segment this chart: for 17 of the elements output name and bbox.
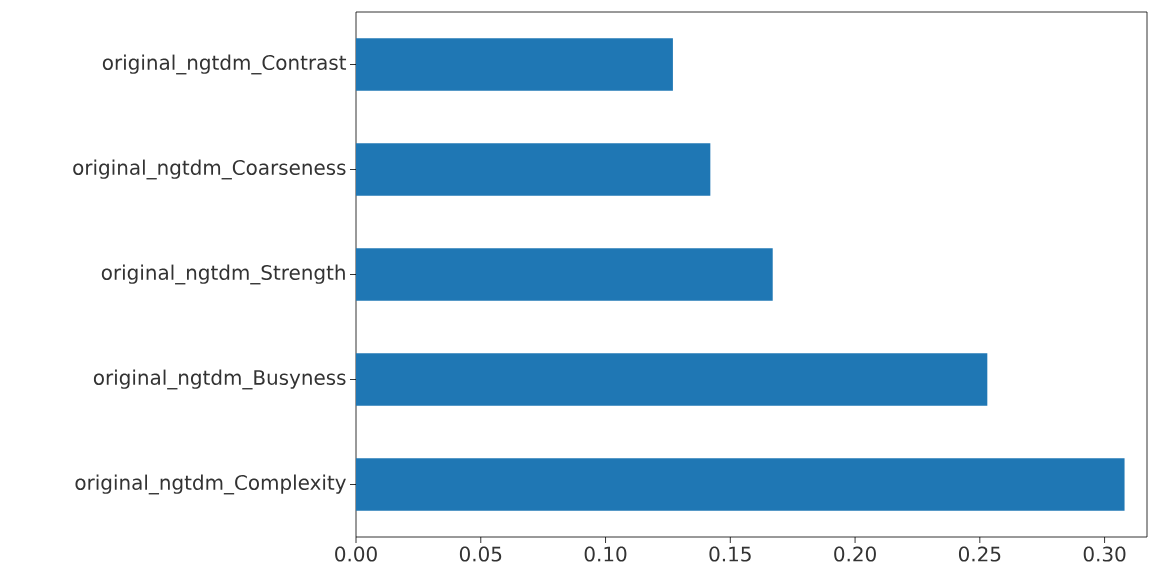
x-tick-label: 0.30	[1083, 546, 1126, 562]
x-tick-label: 0.20	[834, 546, 876, 562]
x-tick-label: 0.10	[584, 546, 627, 562]
bar	[356, 458, 1125, 511]
y-tick-label: original_ngtdm_Strength	[101, 264, 345, 285]
x-tick-label: 0.05	[459, 546, 502, 562]
y-tick-label: original_ngtdm_Coarseness	[73, 159, 346, 180]
bar	[356, 38, 673, 91]
bar	[356, 353, 988, 406]
bar	[356, 248, 773, 301]
bar	[356, 143, 711, 196]
x-tick-label: 0.25	[958, 546, 1001, 562]
x-tick-label: 0.00	[335, 546, 377, 562]
y-tick-label: original_ngtdm_Complexity	[75, 474, 346, 495]
y-tick-label: original_ngtdm_Contrast	[102, 54, 347, 75]
y-tick-label: original_ngtdm_Busyness	[93, 369, 346, 390]
x-tick-label: 0.15	[709, 546, 751, 562]
